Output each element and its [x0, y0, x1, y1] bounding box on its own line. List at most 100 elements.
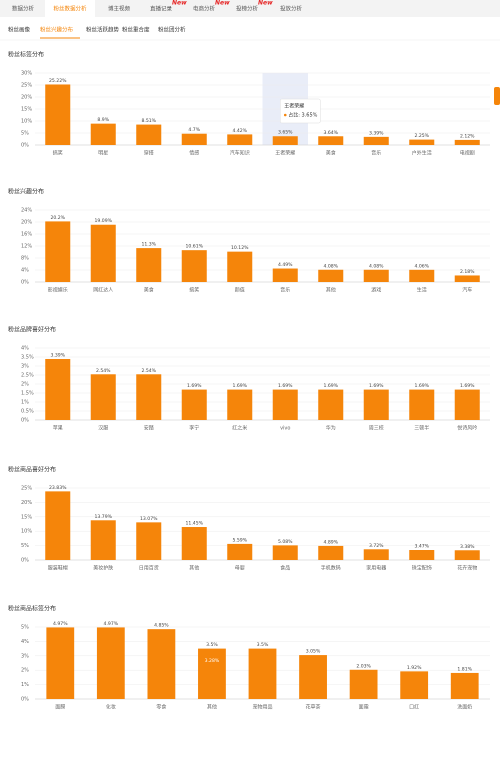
bar: [409, 550, 435, 560]
bar: [96, 627, 125, 699]
subtab[interactable]: 粉丝兴趣分布: [40, 26, 74, 34]
x-tick-label: 搞笑: [53, 150, 63, 157]
x-tick-label: 其他: [207, 704, 217, 711]
value-label: 1.69%: [187, 383, 202, 389]
x-tick-label: 洗面奶: [457, 704, 472, 711]
value-label: 4.08%: [323, 263, 338, 269]
bar: [409, 269, 435, 282]
bar: [227, 134, 253, 145]
bar: [181, 527, 207, 560]
value-label: 11.45%: [185, 521, 203, 527]
y-tick-label: 2%: [21, 668, 29, 674]
x-tick-label: 王者荣耀: [275, 150, 295, 157]
tab[interactable]: 数据分析: [12, 5, 35, 13]
bar: [45, 358, 71, 420]
bar: [181, 389, 207, 420]
bar: [349, 669, 378, 699]
bar: [454, 389, 480, 420]
subtab[interactable]: 粉丝活跃趋势: [86, 26, 120, 34]
bar: [181, 133, 207, 145]
value-label: 2.12%: [460, 133, 475, 139]
bar: [363, 389, 389, 420]
value-label: 4.97%: [53, 621, 68, 627]
tab[interactable]: 直播记录: [150, 5, 173, 13]
bar: [299, 655, 327, 699]
bar: [272, 545, 298, 560]
value-label: 8.51%: [141, 118, 156, 124]
bar: [227, 251, 253, 282]
tab[interactable]: 粉丝数据分析: [53, 5, 87, 13]
tab[interactable]: 电商分析: [193, 5, 216, 13]
y-tick-label: 25%: [21, 83, 32, 89]
y-tick-label: 4%: [21, 639, 29, 645]
x-tick-label: 服装鞋帽: [48, 565, 68, 572]
value-label: 3.5%: [206, 642, 218, 648]
value-label: 4.08%: [369, 263, 384, 269]
bar: [45, 84, 71, 145]
bar: [272, 389, 298, 420]
x-tick-label: 颜值: [235, 287, 245, 294]
x-tick-label: 悦诗风吟: [457, 425, 477, 432]
value-label: 1.69%: [323, 383, 338, 389]
y-tick-label: 5%: [21, 625, 29, 631]
bar: [198, 648, 226, 699]
x-tick-label: 珠宝配饰: [412, 565, 432, 572]
subtab[interactable]: 粉丝团分析: [158, 26, 186, 34]
tab[interactable]: 投放分析: [280, 5, 303, 13]
side-handle[interactable]: [494, 87, 500, 105]
value-label: 2.54%: [96, 368, 111, 374]
value-label: 4.06%: [414, 263, 429, 269]
y-tick-label: 1%: [21, 682, 29, 688]
x-tick-label: 苹果: [53, 425, 63, 432]
y-tick-label: 4%: [21, 346, 29, 352]
value-label: 4.89%: [323, 539, 338, 545]
x-tick-label: 穿搭: [144, 150, 154, 157]
x-tick-label: 宠物用品: [252, 704, 272, 711]
bar: [248, 648, 277, 699]
y-tick-label: 10%: [21, 529, 32, 535]
value-label: 3.05%: [306, 649, 321, 655]
tooltip-dot: [283, 113, 287, 117]
x-tick-label: 三顿半: [414, 425, 429, 432]
y-tick-label: 0.5%: [21, 409, 34, 415]
x-tick-label: 手机数码: [321, 565, 341, 572]
subtab[interactable]: 粉丝画像: [8, 26, 31, 34]
value-label: 1.69%: [460, 383, 475, 389]
x-tick-label: 美食: [326, 150, 336, 157]
x-tick-label: 汽车知识: [230, 150, 250, 157]
value-label: 1.69%: [278, 383, 293, 389]
value-label: 1.69%: [414, 383, 429, 389]
bar: [363, 549, 389, 560]
value-label: 3.65%: [278, 130, 293, 136]
value-label: 3.39%: [369, 130, 384, 136]
bar: [454, 275, 480, 282]
value-label: 20.2%: [50, 215, 65, 221]
y-tick-label: 3.5%: [21, 355, 34, 361]
tooltip: [280, 98, 321, 124]
x-tick-label: 红之米: [232, 425, 247, 432]
value-label: 3.64%: [323, 130, 338, 136]
value-label: 10.61%: [185, 244, 203, 250]
value-label: 3.72%: [369, 543, 384, 549]
y-tick-label: 0%: [21, 418, 29, 424]
y-tick-label: 12%: [21, 244, 32, 250]
subtab[interactable]: 粉丝重合度: [122, 26, 150, 34]
x-tick-label: 母婴: [235, 566, 245, 572]
y-tick-label: 16%: [21, 232, 32, 238]
bar-annotation: 3.28%: [205, 658, 220, 664]
value-label: 1.81%: [457, 666, 472, 672]
chart-title: 粉丝商品标签分布: [8, 605, 56, 613]
x-tick-label: 家用电器: [366, 565, 386, 572]
bar: [409, 139, 435, 145]
tab[interactable]: 投榜分析: [236, 5, 259, 13]
y-tick-label: 1.5%: [21, 391, 34, 397]
x-tick-label: 搞笑: [189, 287, 199, 294]
x-tick-label: 汽车: [462, 287, 472, 294]
y-tick-label: 3%: [21, 364, 29, 370]
y-tick-label: 1%: [21, 400, 29, 406]
bar: [272, 136, 298, 145]
bar: [136, 522, 162, 560]
tab[interactable]: 博主视频: [108, 5, 131, 13]
x-tick-label: 口红: [409, 704, 419, 711]
